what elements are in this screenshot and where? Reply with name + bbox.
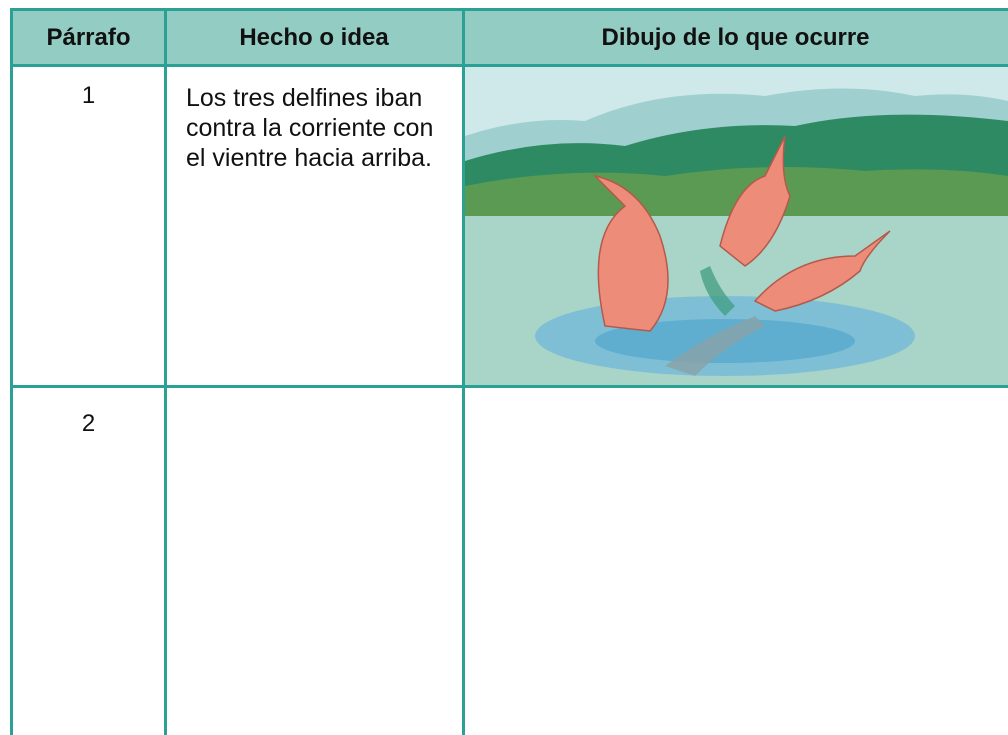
dolphin-illustration: [465, 66, 1008, 386]
paragraph-number: 2: [81, 410, 96, 437]
table-border: [10, 8, 13, 735]
fact-text: Los tres delfines iban contra la corrien…: [186, 84, 434, 172]
header-cell: Hecho o idea: [165, 10, 463, 65]
table-border: [10, 8, 1008, 11]
table-border: [10, 64, 1008, 67]
header-text: Párrafo: [46, 23, 131, 51]
header-text: Hecho o idea: [239, 23, 389, 51]
header-cell: Dibujo de lo que ocurre: [463, 10, 1008, 65]
table-border: [462, 8, 465, 735]
table-border: [164, 8, 167, 735]
table-border: [10, 385, 1008, 388]
header-text: Dibujo de lo que ocurre: [601, 23, 870, 51]
header-cell: Párrafo: [12, 10, 165, 65]
paragraph-number: 1: [81, 82, 96, 109]
